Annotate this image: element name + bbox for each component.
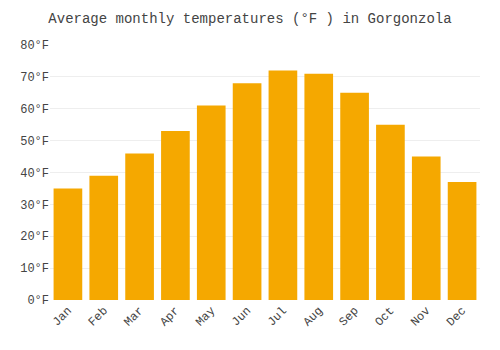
svg-text:80°F: 80°F [20, 39, 49, 53]
svg-text:May: May [193, 304, 218, 329]
svg-text:40°F: 40°F [20, 167, 49, 181]
svg-text:Jan: Jan [50, 304, 75, 329]
svg-text:70°F: 70°F [20, 71, 49, 85]
svg-text:10°F: 10°F [20, 262, 49, 276]
svg-text:Aug: Aug [301, 304, 326, 329]
svg-text:0°F: 0°F [27, 294, 49, 308]
svg-text:50°F: 50°F [20, 135, 49, 149]
svg-text:Average monthly temperatures (: Average monthly temperatures (°F ) in Go… [48, 11, 451, 27]
svg-text:Nov: Nov [408, 304, 433, 329]
svg-text:Dec: Dec [444, 304, 469, 329]
svg-text:30°F: 30°F [20, 199, 49, 213]
svg-text:60°F: 60°F [20, 103, 49, 117]
svg-text:Apr: Apr [157, 304, 182, 329]
svg-text:20°F: 20°F [20, 230, 49, 244]
svg-text:Jun: Jun [229, 304, 254, 329]
svg-text:Mar: Mar [121, 304, 146, 329]
svg-text:Sep: Sep [336, 304, 361, 329]
svg-text:Feb: Feb [86, 304, 111, 329]
svg-text:Oct: Oct [372, 304, 397, 329]
svg-text:Jul: Jul [265, 304, 290, 329]
